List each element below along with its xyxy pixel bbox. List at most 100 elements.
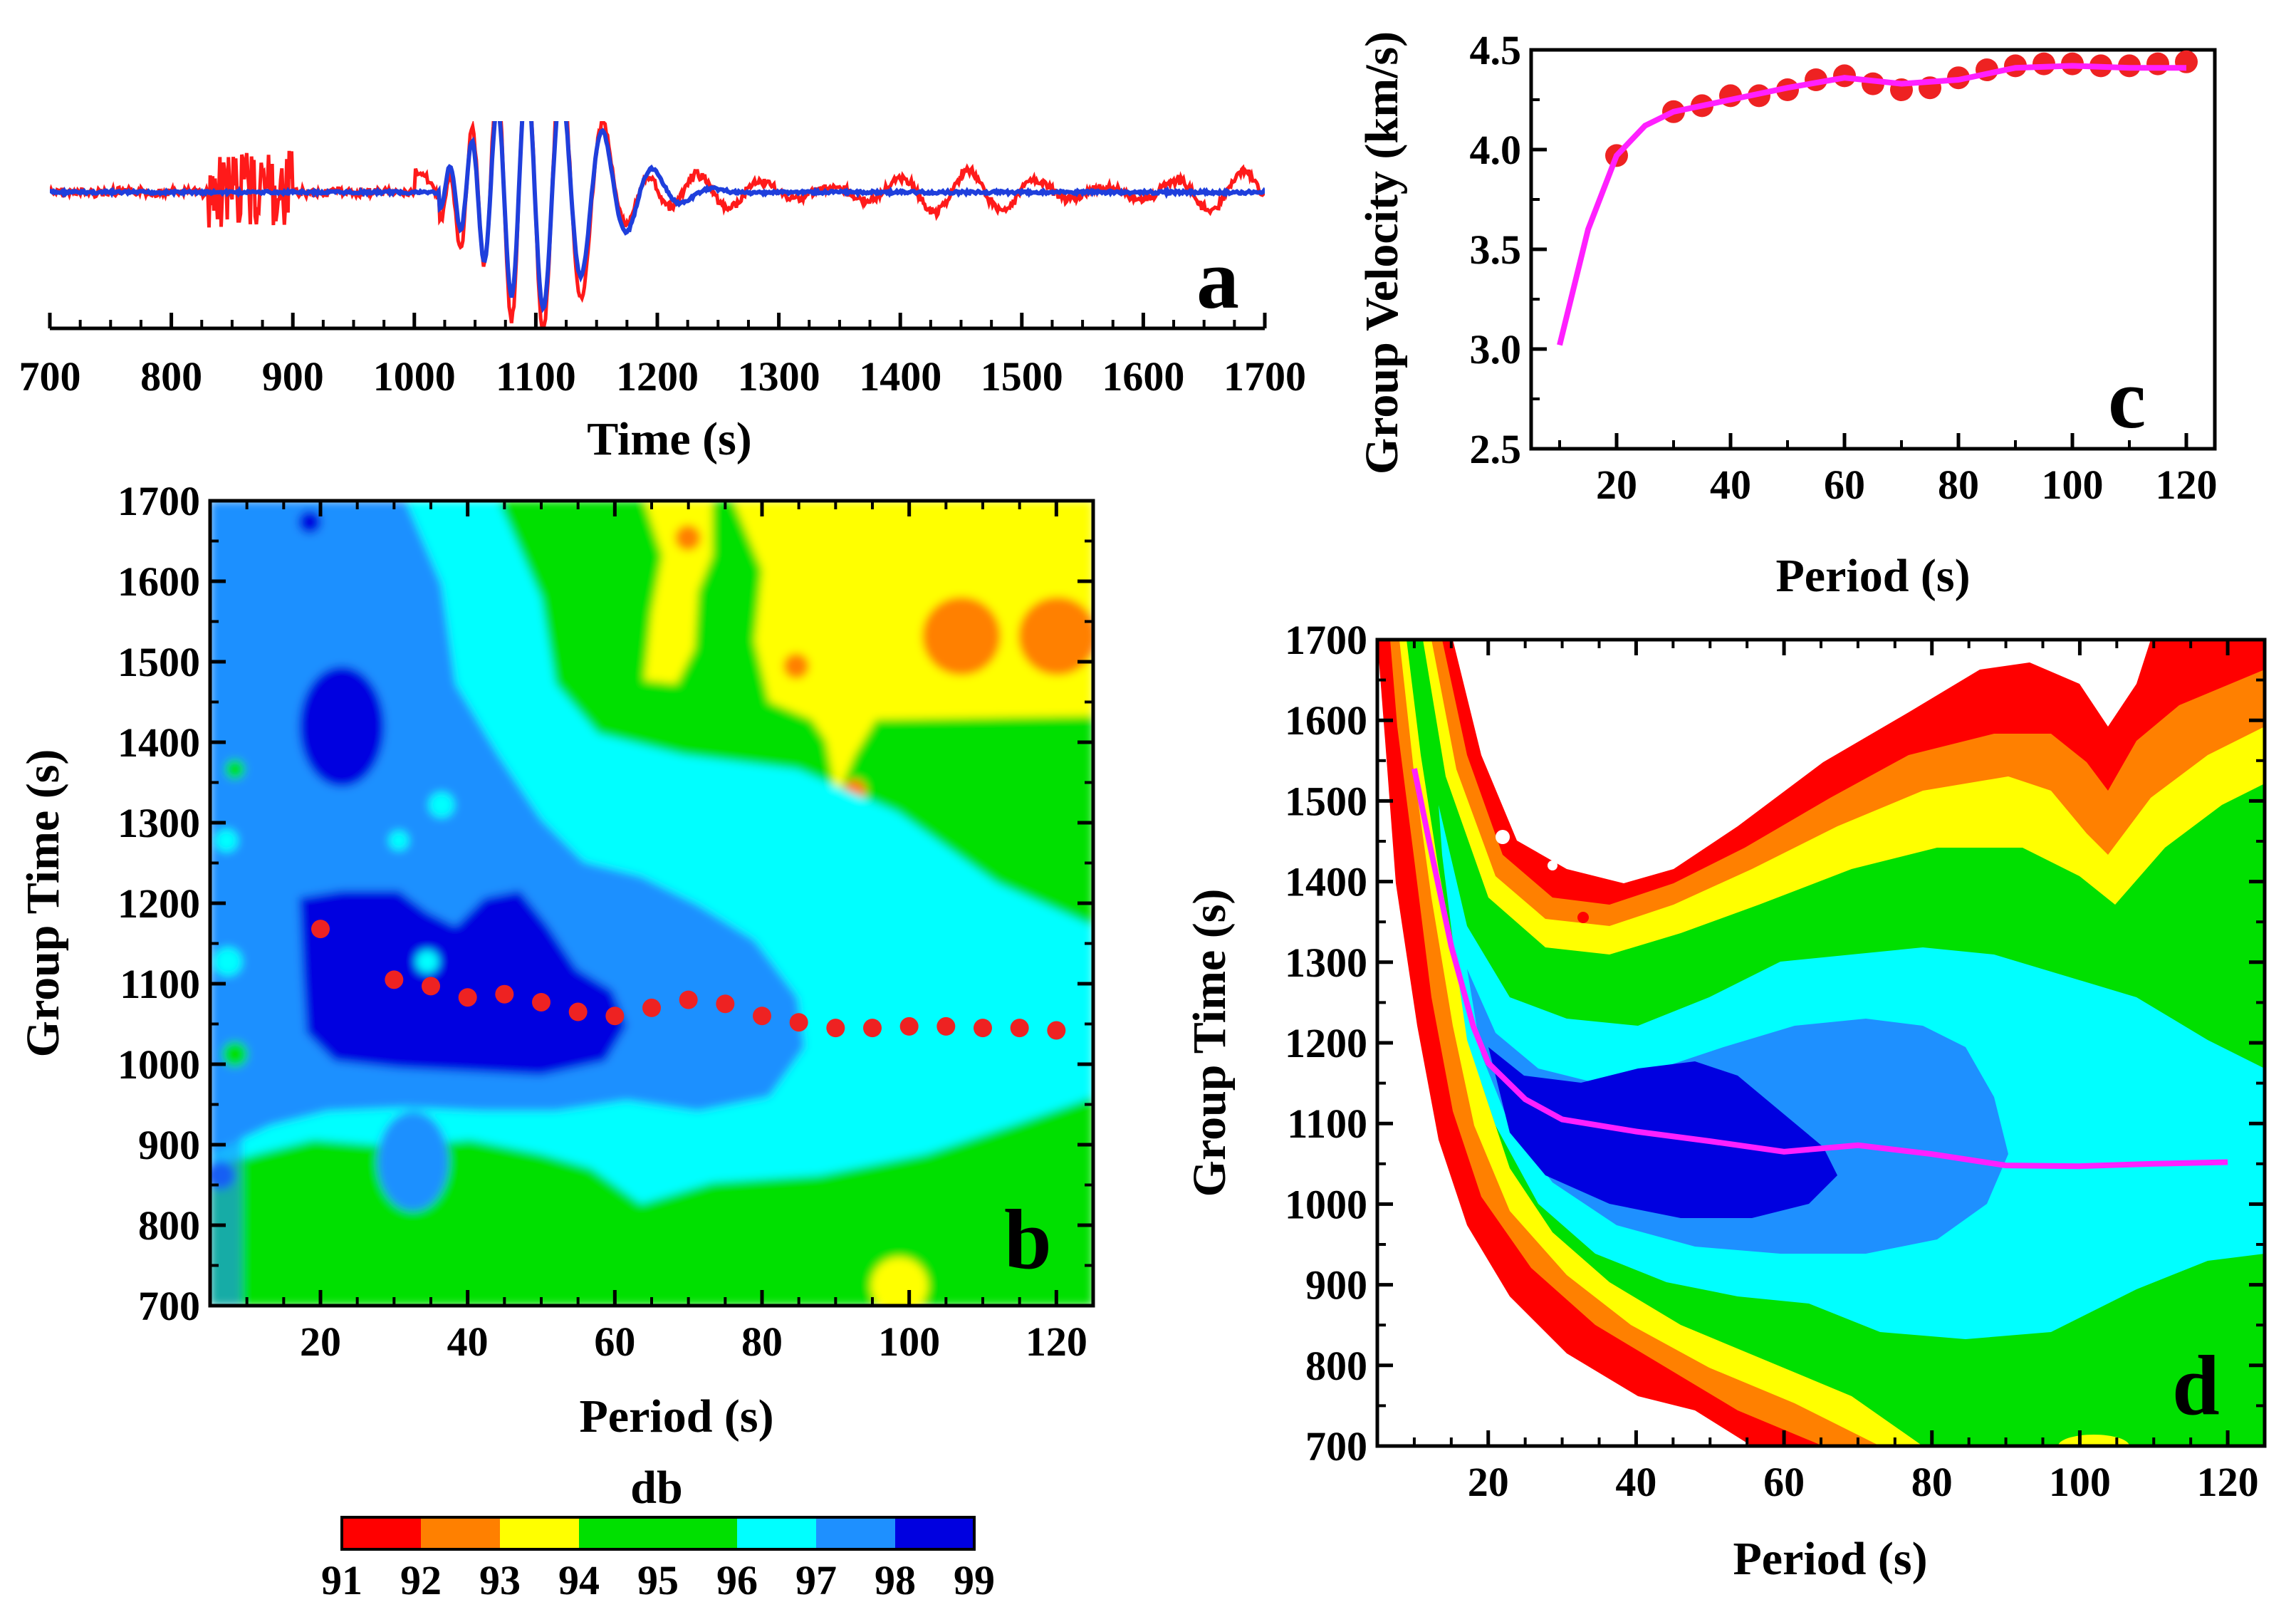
colorbar-tick-label: 96	[716, 1557, 758, 1603]
x-tick-label: 1300	[738, 353, 820, 400]
colorbar-swatch	[737, 1517, 817, 1549]
x-tick-label: 1500	[981, 353, 1063, 400]
panel-b-ticks: 20 40 60 80 100 120 700 800 900 1000 1100 1200 1300 1…	[118, 478, 1095, 1365]
x-tick-label: 60	[1763, 1459, 1805, 1505]
dispersion-point	[458, 988, 477, 1007]
y-tick-label: 2.5	[1470, 426, 1522, 472]
x-tick-label: 20	[1468, 1459, 1509, 1505]
x-tick-label: 1000	[373, 353, 456, 400]
blue-filtered-trace	[50, 121, 1265, 313]
dispersion-point	[863, 1019, 882, 1038]
y-tick-label: 3.5	[1470, 227, 1522, 273]
x-tick-label: 20	[1596, 462, 1637, 508]
dispersion-point	[753, 1007, 771, 1026]
x-tick-label: 80	[1911, 1459, 1953, 1505]
dispersion-point	[422, 977, 440, 996]
panel-d: 20 40 60 80 100 120 700 800 900 1000 1100 1200 1300 1…	[1184, 617, 2267, 1585]
x-tick-label: 1700	[1223, 353, 1306, 400]
dispersion-point	[789, 1013, 808, 1032]
panel-d-x-label: Period (s)	[1733, 1533, 1927, 1585]
colorbar-swatch	[816, 1517, 896, 1549]
y-tick-label: 800	[138, 1202, 200, 1249]
y-tick-label: 1600	[118, 558, 200, 605]
panel-d-letter: d	[2172, 1338, 2220, 1432]
panel-a-traces	[50, 121, 1265, 328]
panel-c: 20 40 60 80 100 120 2.5 3.0 3.5 4.0 4.5 Period (s)…	[1356, 27, 2218, 602]
x-tick-label: 700	[19, 353, 81, 400]
dispersion-point	[899, 1016, 919, 1036]
dispersion-point	[605, 1007, 625, 1026]
x-tick-label: 40	[447, 1319, 489, 1365]
dispersion-point	[974, 1019, 992, 1038]
x-tick-label: 80	[741, 1319, 783, 1365]
y-tick-label: 1600	[1285, 697, 1367, 744]
y-tick-label: 1500	[118, 639, 200, 685]
panel-c-velocity-curve	[1557, 63, 2186, 346]
dispersion-point	[495, 984, 514, 1004]
panel-b-y-label: Group Time (s)	[17, 749, 69, 1058]
colorbar-tick-label: 93	[479, 1557, 521, 1603]
y-tick-label: 1400	[1285, 859, 1367, 905]
panel-a-x-label: Time (s)	[587, 413, 752, 465]
y-tick-label: 4.0	[1470, 127, 1522, 173]
y-tick-label: 1000	[118, 1041, 200, 1088]
y-tick-label: 900	[1305, 1262, 1367, 1309]
y-tick-label: 4.5	[1470, 27, 1522, 73]
panel-b-contour	[210, 501, 1093, 1306]
x-tick-label: 900	[262, 353, 324, 400]
dispersion-point	[679, 990, 698, 1009]
y-tick-label: 3.0	[1470, 326, 1522, 373]
x-tick-label: 1200	[616, 353, 699, 400]
colorbar-swatch	[658, 1517, 738, 1549]
y-tick-label: 1000	[1285, 1181, 1367, 1227]
y-tick-label: 1300	[118, 800, 200, 846]
panel-c-x-label: Period (s)	[1775, 550, 1970, 602]
panel-d-dispersion-curve	[1411, 768, 2228, 1170]
y-tick-label: 800	[1305, 1343, 1367, 1389]
panel-b-dispersion-points	[311, 920, 1066, 1040]
y-tick-label: 1400	[118, 719, 200, 766]
colorbar-swatch	[500, 1517, 580, 1549]
colorbar-swatches	[342, 1517, 975, 1549]
x-tick-label: 100	[878, 1319, 940, 1365]
dispersion-point	[936, 1016, 956, 1036]
x-tick-label: 1100	[496, 353, 576, 400]
colorbar-frame	[340, 1516, 976, 1551]
y-tick-label: 1200	[1285, 1020, 1367, 1066]
colorbar-tick-labels: 91 92 93 94 95 96 97 98 99	[321, 1557, 995, 1603]
dispersion-point	[826, 1019, 845, 1038]
x-tick-label: 120	[2156, 462, 2218, 508]
x-tick-label: 80	[1938, 462, 1979, 508]
x-tick-label: 120	[2197, 1459, 2259, 1505]
x-tick-label: 60	[594, 1319, 635, 1365]
x-tick-label: 100	[2042, 462, 2104, 508]
x-tick-label: 40	[1615, 1459, 1656, 1505]
dispersion-point	[532, 992, 550, 1011]
x-tick-label: 20	[300, 1319, 341, 1365]
y-tick-label: 1100	[120, 961, 200, 1007]
colorbar-tick-label: 92	[400, 1557, 442, 1603]
colorbar-swatch	[342, 1517, 422, 1549]
velocity-point	[2146, 52, 2169, 76]
panel-b: 20 40 60 80 100 120 700 800 900 1000 1100 1200 1300 1…	[17, 478, 1095, 1442]
panel-d-contour	[1377, 640, 2265, 1446]
panel-b-x-label: Period (s)	[579, 1390, 773, 1442]
x-tick-label: 60	[1824, 462, 1865, 508]
colorbar-title: db	[630, 1462, 682, 1514]
colorbar: db 91 92 93 94 95 96 97 98 99	[321, 1462, 995, 1603]
dispersion-point	[716, 994, 735, 1014]
y-tick-label: 1500	[1285, 778, 1367, 824]
colorbar-tick-label: 99	[954, 1557, 995, 1603]
red-seismogram-trace	[50, 121, 1265, 328]
y-tick-label: 1700	[1285, 617, 1367, 663]
y-tick-label: 700	[1305, 1423, 1367, 1470]
x-tick-label: 100	[2049, 1459, 2111, 1505]
panel-c-y-label: Group Velocity (km/s)	[1356, 31, 1408, 474]
panel-a-x-ticks: 700 800 900 1000 1100 1200 1300 1400 1500 1600 170…	[19, 313, 1306, 400]
colorbar-tick-label: 95	[637, 1557, 679, 1603]
x-tick-label: 1400	[859, 353, 941, 400]
panel-b-letter: b	[1004, 1192, 1052, 1286]
dispersion-point	[311, 920, 330, 939]
dispersion-point	[568, 1002, 588, 1021]
